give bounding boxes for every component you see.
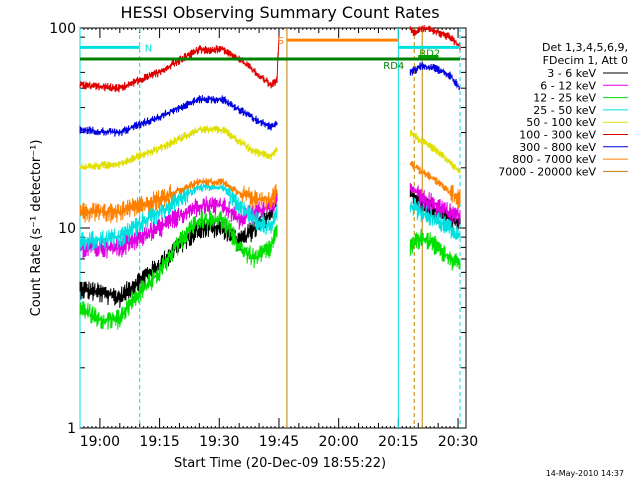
y-tick-label: 100 <box>49 21 76 37</box>
y-tick-label: 10 <box>58 221 76 237</box>
legend-label: 7000 - 20000 keV <box>498 165 596 178</box>
series-line <box>79 210 278 330</box>
y-axis: 1 10 100 <box>49 21 466 437</box>
series-line <box>409 197 461 241</box>
series-line <box>409 160 461 209</box>
x-tick-label: 19:30 <box>199 434 239 450</box>
series-line <box>79 177 278 224</box>
legend-label: 3 - 6 keV <box>547 67 596 80</box>
legend-label: 12 - 25 keV <box>533 92 596 105</box>
legend-label: 25 - 50 keV <box>533 104 596 117</box>
legend: Det 1,3,4,5,6,9, FDecim 1, Att 0 3 - 6 k… <box>498 41 628 178</box>
series-line <box>409 129 461 174</box>
series-line <box>79 95 278 137</box>
series-line <box>79 125 278 171</box>
legend-label: 100 - 300 keV <box>519 129 596 142</box>
legend-header-line-1: Det 1,3,4,5,6,9, <box>542 41 628 54</box>
x-axis-label: Start Time (20-Dec-09 18:55:22) <box>174 456 386 471</box>
chart-title: HESSI Observing Summary Count Rates <box>120 3 439 22</box>
state-bar-label: RD2 <box>419 49 440 60</box>
series-line <box>79 35 280 93</box>
legend-header-line-2: FDecim 1, Att 0 <box>543 54 628 67</box>
y-tick-label: 1 <box>67 421 76 437</box>
attenuator-bars: N S RD4 RD2 <box>80 36 461 72</box>
x-tick-label: 20:00 <box>318 434 358 450</box>
x-tick-label: 19:00 <box>80 434 120 450</box>
x-axis: 19:00 19:15 19:30 19:45 20:00 20:15 20:30 <box>80 28 478 450</box>
x-tick-label: 20:15 <box>378 434 418 450</box>
series-line <box>409 228 461 271</box>
state-bar-label: S <box>278 36 284 47</box>
legend-label: 300 - 800 keV <box>519 141 596 154</box>
x-tick-label: 19:45 <box>259 434 299 450</box>
y-axis-label: Count Rate (s⁻¹ detector⁻¹) <box>29 140 44 317</box>
state-bar-label: RD4 <box>383 61 404 72</box>
x-tick-label: 19:15 <box>139 434 179 450</box>
series-line <box>409 61 461 91</box>
legend-label: 6 - 12 keV <box>540 79 596 92</box>
x-tick-label: 20:30 <box>438 434 478 450</box>
legend-label: 50 - 100 keV <box>526 116 596 129</box>
legend-label: 800 - 7000 keV <box>512 153 596 166</box>
state-bar-label: N <box>145 43 152 54</box>
series-line <box>409 183 461 226</box>
series-line <box>79 190 278 259</box>
series-line <box>409 24 461 51</box>
footer-timestamp: 14-May-2010 14:37 <box>546 469 624 478</box>
series-line <box>79 183 278 251</box>
